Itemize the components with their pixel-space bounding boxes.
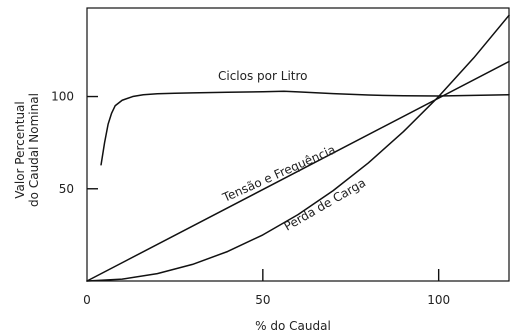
series-label-tensao-e-frequencia: Tensão e Frequência xyxy=(220,142,338,205)
y-axis-label-line-2: do Caudal Nominal xyxy=(27,93,41,207)
plot-border xyxy=(86,7,510,282)
series-label-ciclos-por-litro: Ciclos por Litro xyxy=(218,69,308,83)
y-axis-label-line-1: Valor Percentual xyxy=(13,101,27,199)
x-tick-label-0: 0 xyxy=(83,293,91,307)
series-line-ciclos-por-litro xyxy=(100,90,510,166)
series-line-tensao-e-frequencia xyxy=(86,60,510,282)
series-group xyxy=(86,14,510,282)
x-tick-label-50: 50 xyxy=(255,293,270,307)
y-tick-label-50: 50 xyxy=(59,182,74,196)
y-axis-label: Valor Percentualdo Caudal Nominal xyxy=(13,93,41,207)
x-axis-label: % do Caudal xyxy=(255,319,331,333)
series-line-perda-de-carga xyxy=(86,14,510,282)
y-axis-label-text: Valor Percentualdo Caudal Nominal xyxy=(13,93,41,207)
y-tick-label-100: 100 xyxy=(51,90,74,104)
series-label-perda-de-carga: Perda de Carga xyxy=(282,175,369,233)
x-tick-label-100: 100 xyxy=(427,293,450,307)
axes-group: 0 50 100 50 100 % do Caudal Valor Percentualdo… xyxy=(13,90,450,333)
plot-frame xyxy=(86,7,510,282)
